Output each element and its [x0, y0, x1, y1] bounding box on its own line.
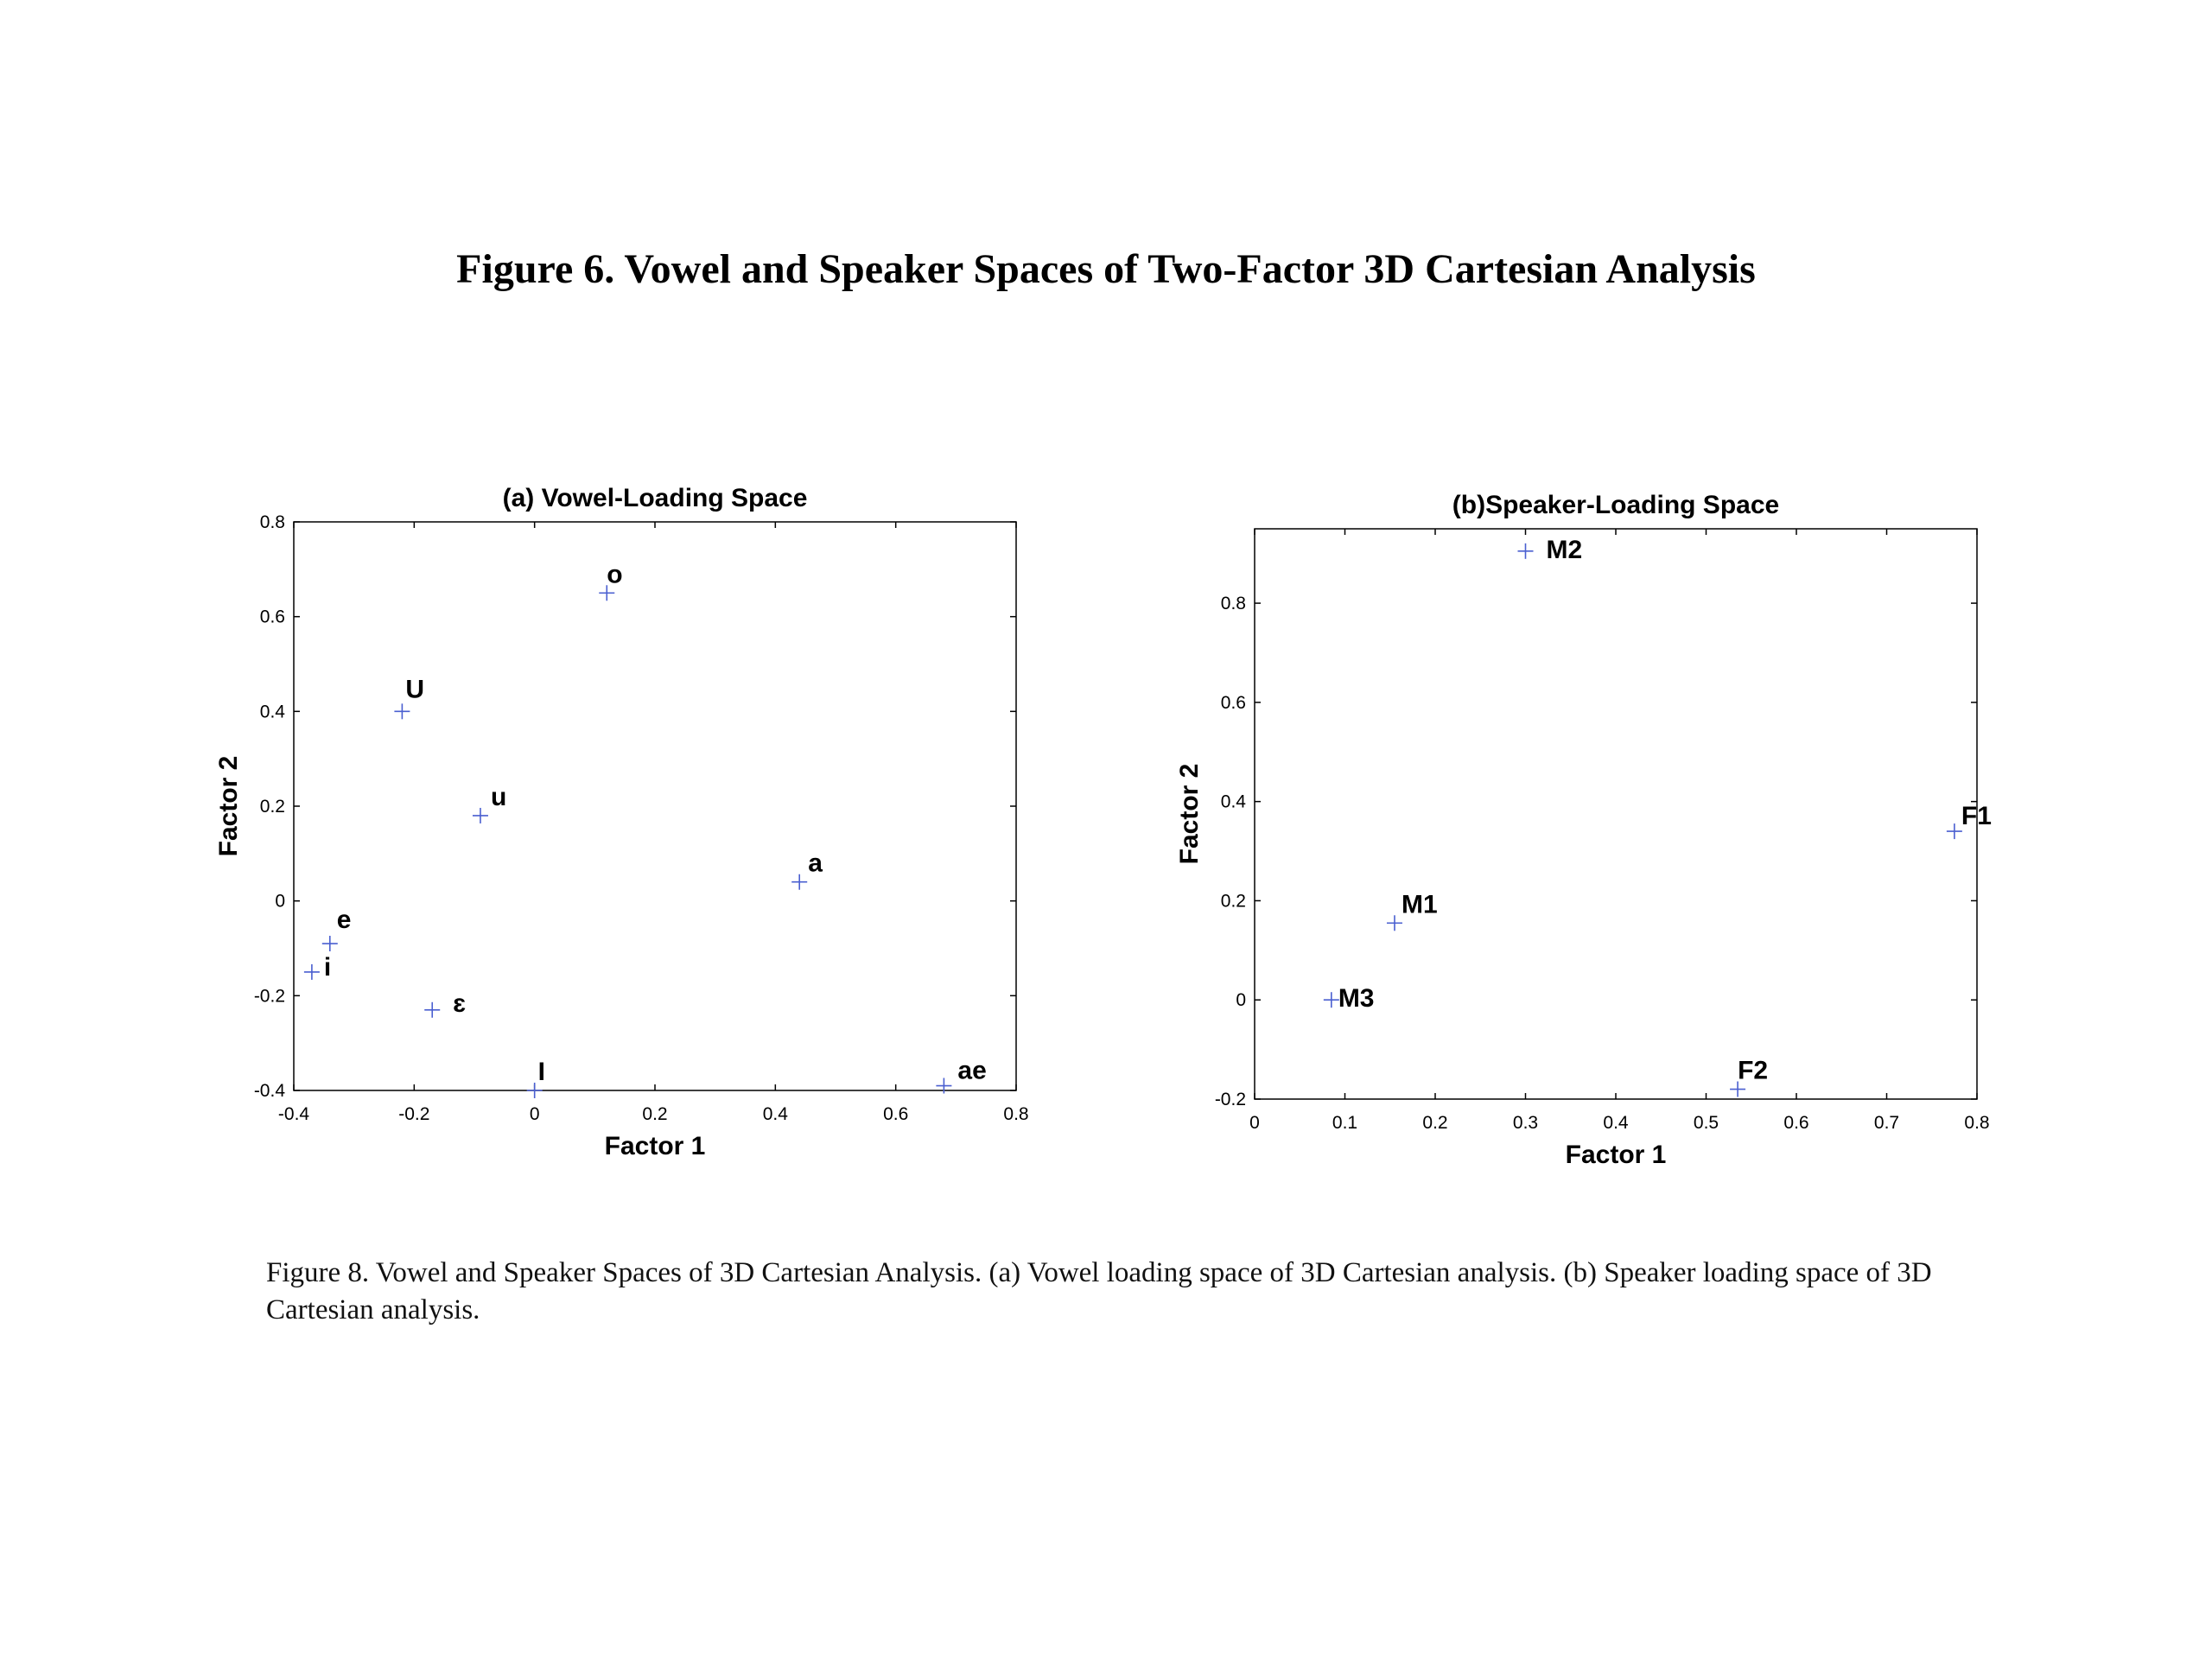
point-label: F2: [1738, 1057, 1768, 1085]
point-I: I: [526, 1058, 545, 1098]
point-label: o: [607, 560, 622, 588]
speaker-chart: 0 0.1 0.2 0.3 0.4 0.5 0.6 0.7 0.8-0.200.20.40.60…: [1175, 491, 1992, 1169]
axes-frame: [293, 521, 1017, 1091]
point-label: M3: [1338, 984, 1375, 1013]
point-F1: F1: [1946, 802, 1992, 840]
y-axis-label: Factor 2: [214, 756, 243, 857]
point-M3: M3: [1323, 984, 1375, 1013]
point-label: u: [491, 783, 506, 811]
x-tick-label: 0.5: [1694, 1113, 1719, 1133]
point-o: o: [599, 560, 623, 601]
y-tick-label: -0.2: [1215, 1090, 1246, 1109]
vowel-chart: -0.4 -0.2 0 0.2 0.4 0.6 0.8 -0.4 -0.2 0 0.2 0.4 0.6 0…: [214, 484, 1029, 1160]
point-M1: M1: [1386, 890, 1438, 931]
point-a: a: [791, 849, 823, 890]
x-tick-label: 0.7: [1874, 1113, 1899, 1133]
x-tick-label: 0.1: [1332, 1113, 1357, 1133]
x-tick-label: 0.4: [763, 1104, 789, 1124]
point-e: e: [321, 906, 352, 952]
y-tick-label: 0.4: [1221, 792, 1247, 812]
x-tick-label: -0.2: [398, 1104, 429, 1124]
y-tick-label: 0.8: [1221, 594, 1246, 613]
point-u: u: [472, 783, 506, 823]
y-tick-label: -0.2: [254, 986, 285, 1006]
point-F2: F2: [1730, 1057, 1768, 1097]
y-tick-label: 0.2: [260, 797, 285, 817]
figure-caption: Figure 8. Vowel and Speaker Spaces of 3D…: [266, 1257, 1932, 1325]
x-tick-label: 0.6: [1783, 1113, 1808, 1133]
point-label: I: [538, 1058, 545, 1086]
point-label: U: [405, 675, 424, 703]
y-tick-label: 0.6: [1221, 693, 1246, 713]
point-label: i: [324, 953, 331, 982]
y-tick-label: 0.6: [260, 607, 285, 627]
x-tick-label: 0.6: [883, 1104, 908, 1124]
point-label: F1: [1961, 802, 1992, 830]
point-M2: M2: [1517, 536, 1583, 564]
point-label: a: [808, 849, 823, 878]
point-label: ae: [957, 1057, 986, 1085]
x-tick-label: 0.4: [1603, 1113, 1629, 1133]
point-ɛ: ɛ: [424, 989, 466, 1018]
x-tick-label: 0: [530, 1104, 540, 1124]
point-label: ɛ: [453, 989, 466, 1018]
x-axis-label: Factor 1: [1566, 1141, 1667, 1169]
y-tick-label: -0.4: [254, 1081, 286, 1101]
x-tick-label: 0: [1249, 1113, 1260, 1133]
x-tick-label: 0.8: [1964, 1113, 1989, 1133]
x-tick-label: 0.2: [642, 1104, 667, 1124]
y-tick-label: 0: [1236, 990, 1246, 1010]
x-tick-label: 0.3: [1513, 1113, 1538, 1133]
x-tick-label: -0.4: [278, 1104, 310, 1124]
axes-frame: [1254, 528, 1978, 1100]
point-ae: ae: [936, 1057, 987, 1094]
y-tick-label: 0.4: [260, 702, 286, 721]
y-axis-label: Factor 2: [1175, 764, 1204, 865]
point-label: e: [337, 906, 352, 934]
x-tick-label: 0.8: [1003, 1104, 1028, 1124]
point-U: U: [394, 675, 424, 720]
chart-title: (a) Vowel-Loading Space: [503, 484, 808, 512]
point-label: M2: [1547, 536, 1583, 564]
x-axis-label: Factor 1: [605, 1132, 706, 1160]
y-tick-label: 0.2: [1221, 891, 1246, 911]
point-i: i: [303, 953, 331, 982]
y-tick-label: 0: [275, 892, 285, 912]
y-tick-label: 0.8: [260, 512, 285, 532]
point-label: M1: [1402, 890, 1438, 918]
chart-title: (b)Speaker-Loading Space: [1452, 491, 1779, 519]
x-tick-label: 0.2: [1422, 1113, 1447, 1133]
figure-title: Figure 6. Vowel and Speaker Spaces of Tw…: [456, 246, 1756, 292]
